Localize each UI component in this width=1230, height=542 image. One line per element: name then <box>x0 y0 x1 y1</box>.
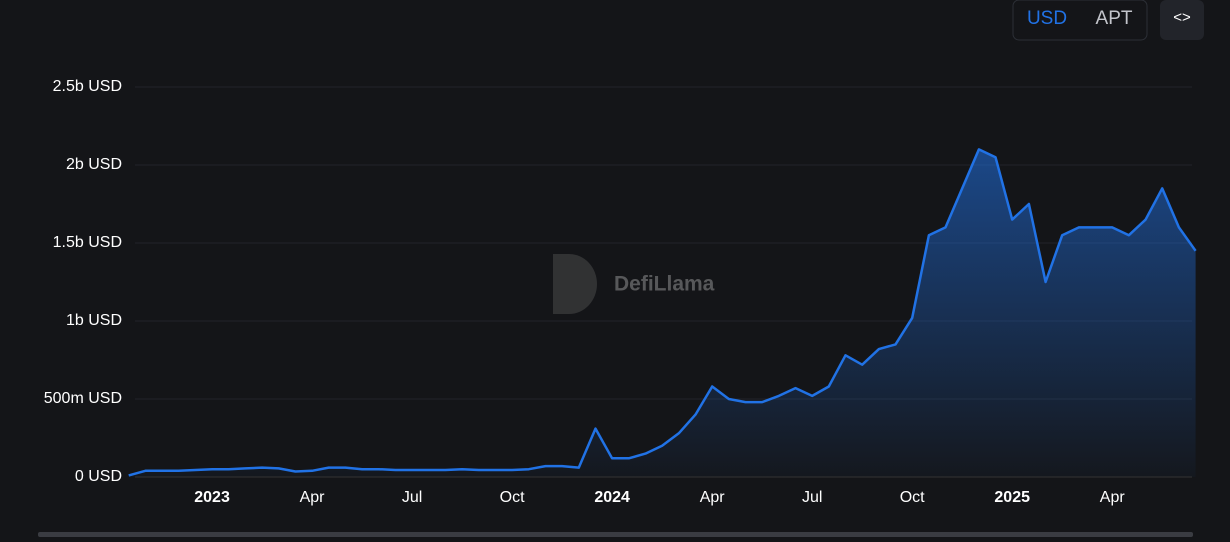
x-tick-label: 2024 <box>594 489 630 506</box>
x-tick-label: Apr <box>700 489 726 506</box>
y-tick-label: 2.5b USD <box>53 78 122 95</box>
x-tick-label: 2025 <box>994 489 1030 506</box>
area-fill <box>128 149 1196 477</box>
x-tick-label: Jul <box>402 489 422 506</box>
x-tick-label: 2023 <box>194 489 230 506</box>
x-tick-label: Jul <box>802 489 822 506</box>
y-tick-label: 1.5b USD <box>53 234 122 251</box>
scrollbar <box>38 532 1193 537</box>
x-tick-label: Oct <box>900 489 925 506</box>
watermark-text: DefiLlama <box>614 273 715 296</box>
apt-button[interactable]: APT <box>1096 8 1133 29</box>
currency-toggle <box>1012 0 1148 41</box>
x-tick-label: Apr <box>1100 489 1126 506</box>
x-tick-label: Apr <box>300 489 326 506</box>
usd-button[interactable]: USD <box>1027 8 1067 29</box>
line <box>128 148 1197 477</box>
y-tick-label: 1b USD <box>66 312 122 329</box>
y-tick-label: 2b USD <box>66 156 122 173</box>
y-tick-label: 0 USD <box>75 468 122 485</box>
embed-button-bg[interactable] <box>1160 0 1204 40</box>
y-tick-label: 500m USD <box>44 390 122 407</box>
embed-button[interactable]: <> <box>1173 9 1191 26</box>
watermark: DefiLlama <box>553 254 715 314</box>
x-tick-label: Oct <box>500 489 525 506</box>
